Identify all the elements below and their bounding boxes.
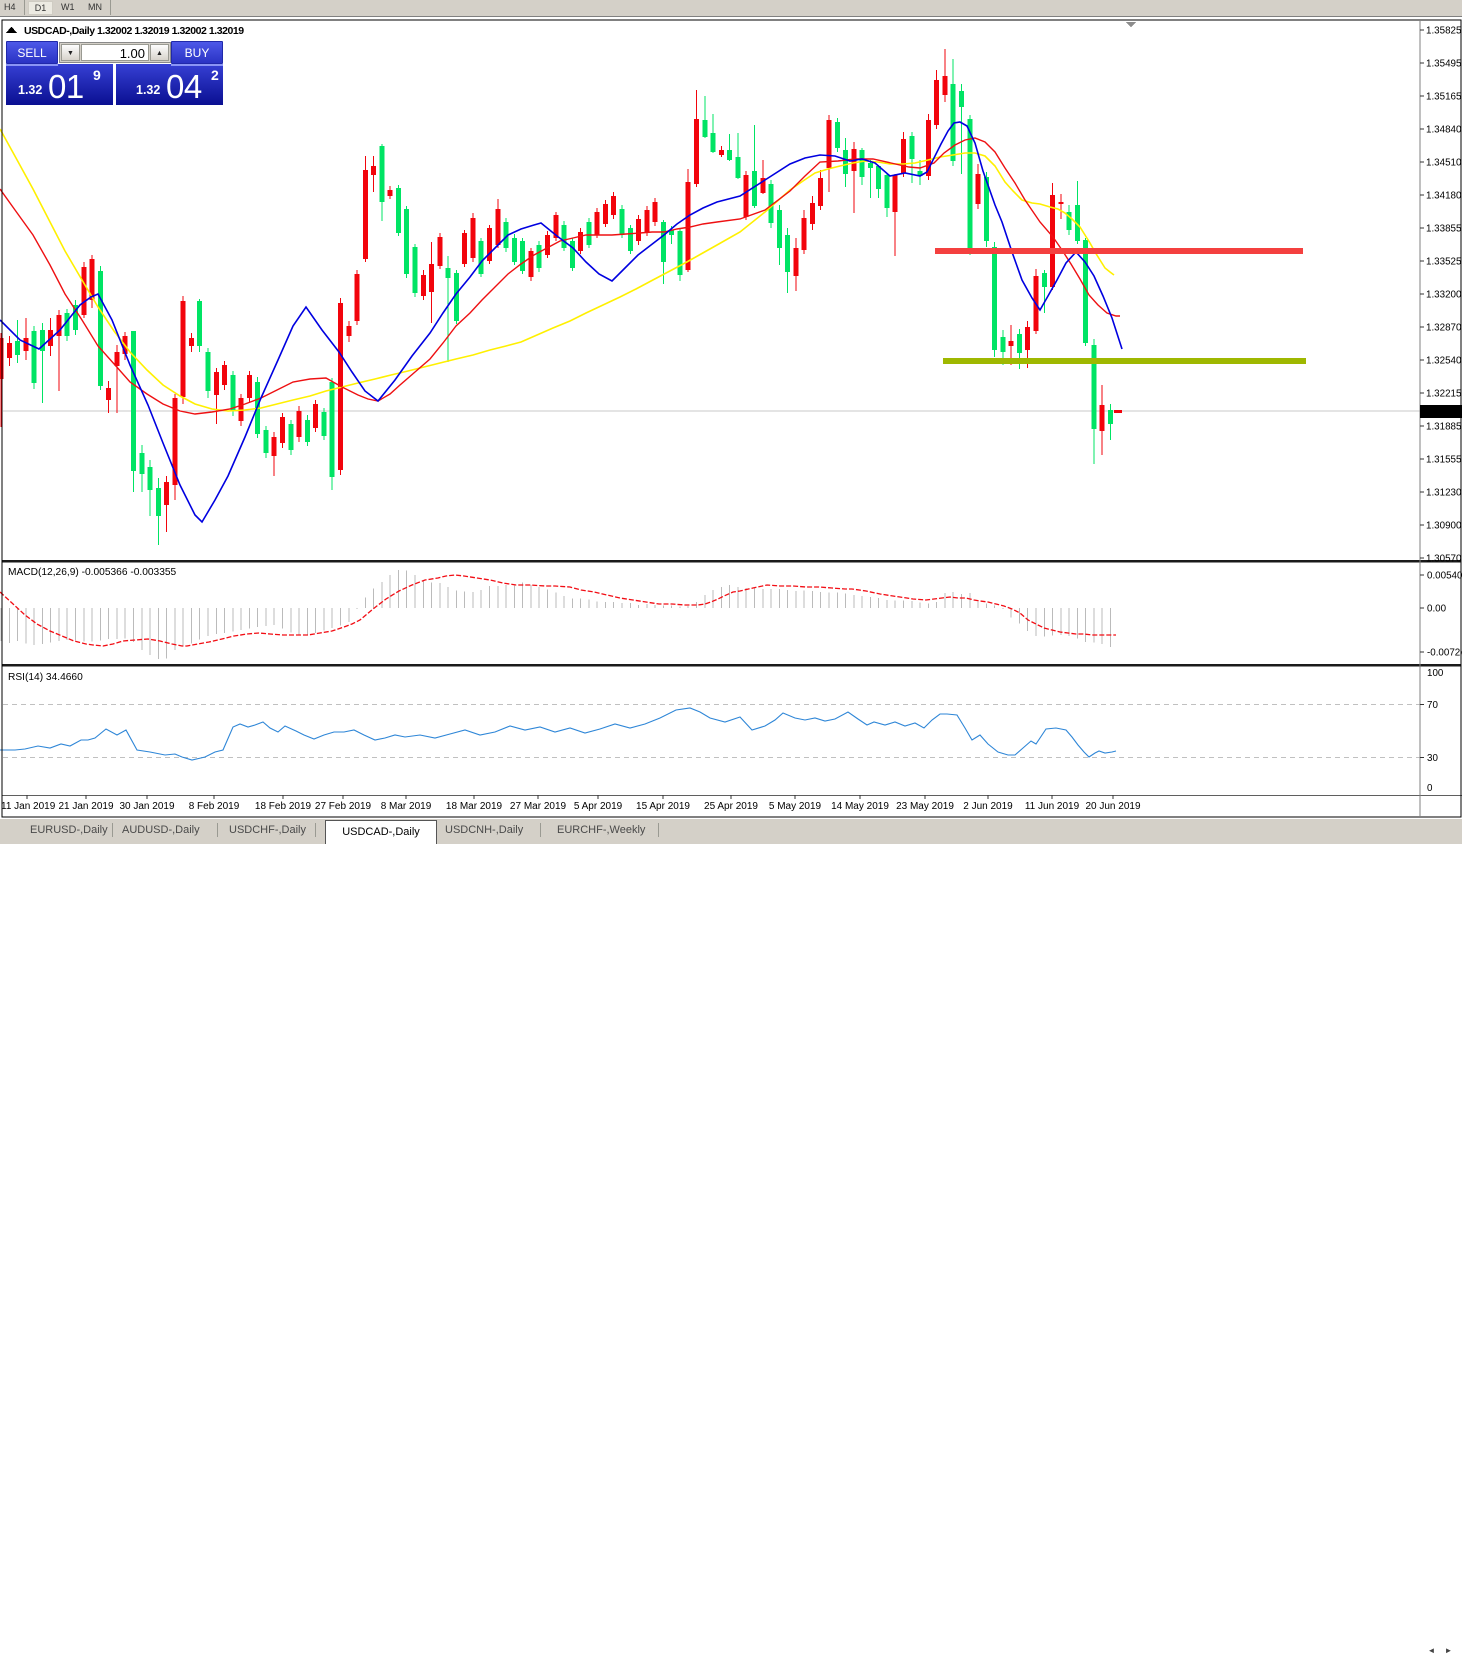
svg-text:1.31230: 1.31230: [1426, 488, 1462, 499]
svg-text:20 Jun 2019: 20 Jun 2019: [1085, 801, 1140, 812]
svg-text:1.30570: 1.30570: [1426, 554, 1462, 565]
svg-text:1.34840: 1.34840: [1426, 125, 1462, 136]
svg-text:RSI(14) 34.4660: RSI(14) 34.4660: [8, 672, 83, 683]
svg-text:27 Mar 2019: 27 Mar 2019: [510, 801, 567, 812]
svg-text:1.31885: 1.31885: [1426, 422, 1462, 433]
svg-text:0: 0: [1427, 783, 1433, 794]
svg-text:USDCAD-,Daily 1.32002 1.32019: USDCAD-,Daily 1.32002 1.32019 1.32002 1.…: [24, 25, 244, 37]
svg-text:15 Apr 2019: 15 Apr 2019: [636, 801, 690, 812]
svg-text:1.32540: 1.32540: [1426, 356, 1462, 367]
svg-text:1.35825: 1.35825: [1426, 26, 1462, 37]
svg-text:1.35495: 1.35495: [1426, 59, 1462, 70]
svg-text:5 Apr 2019: 5 Apr 2019: [574, 801, 623, 812]
svg-text:70: 70: [1427, 700, 1438, 711]
svg-text:1.30900: 1.30900: [1426, 521, 1462, 532]
svg-text:27 Feb 2019: 27 Feb 2019: [315, 801, 372, 812]
svg-text:1.31555: 1.31555: [1426, 455, 1462, 466]
svg-text:2 Jun 2019: 2 Jun 2019: [963, 801, 1013, 812]
svg-text:0.005402: 0.005402: [1427, 571, 1462, 582]
svg-text:21 Jan 2019: 21 Jan 2019: [58, 801, 113, 812]
svg-text:1.34180: 1.34180: [1426, 191, 1462, 202]
svg-text:11 Jan 2019: 11 Jan 2019: [1, 801, 56, 812]
svg-text:11 Jun 2019: 11 Jun 2019: [1025, 801, 1080, 812]
svg-text:1.33525: 1.33525: [1426, 257, 1462, 268]
svg-text:30: 30: [1427, 753, 1438, 764]
svg-text:18 Mar 2019: 18 Mar 2019: [446, 801, 503, 812]
svg-text:30 Jan 2019: 30 Jan 2019: [119, 801, 174, 812]
svg-text:8 Mar 2019: 8 Mar 2019: [381, 801, 432, 812]
svg-text:25 Apr 2019: 25 Apr 2019: [704, 801, 758, 812]
svg-text:1.34510: 1.34510: [1426, 158, 1462, 169]
svg-text:1.32019: 1.32019: [1424, 407, 1459, 418]
svg-text:MACD(12,26,9) -0.005366 -0.003: MACD(12,26,9) -0.005366 -0.003355: [8, 567, 177, 578]
svg-text:-0.007247: -0.007247: [1427, 648, 1462, 659]
svg-text:5 May 2019: 5 May 2019: [769, 801, 822, 812]
svg-text:1.33855: 1.33855: [1426, 224, 1462, 235]
svg-text:18 Feb 2019: 18 Feb 2019: [255, 801, 312, 812]
svg-text:1.32870: 1.32870: [1426, 323, 1462, 334]
svg-text:1.33200: 1.33200: [1426, 290, 1462, 301]
svg-text:8 Feb 2019: 8 Feb 2019: [189, 801, 240, 812]
svg-text:1.35165: 1.35165: [1426, 92, 1462, 103]
svg-text:100: 100: [1427, 668, 1444, 679]
svg-text:0.00: 0.00: [1427, 604, 1447, 615]
svg-text:23 May 2019: 23 May 2019: [896, 801, 954, 812]
svg-text:14 May 2019: 14 May 2019: [831, 801, 889, 812]
svg-text:1.32215: 1.32215: [1426, 389, 1462, 400]
